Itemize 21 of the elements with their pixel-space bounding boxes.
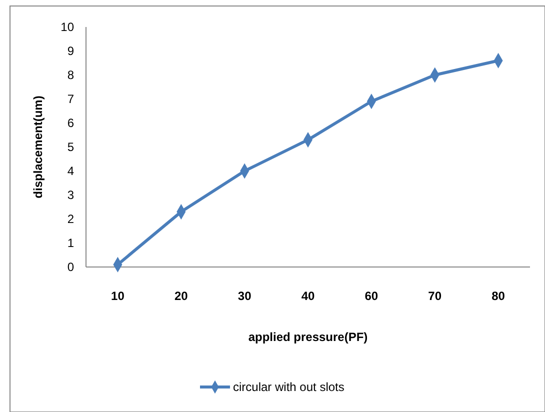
y-tick-label: 7 [67, 92, 74, 106]
y-tick-label: 2 [67, 212, 74, 226]
y-tick-label: 5 [67, 140, 74, 154]
y-tick-label: 8 [67, 68, 74, 82]
y-tick-label: 9 [67, 44, 74, 58]
x-tick-label: 30 [238, 289, 252, 303]
y-tick-label: 3 [67, 188, 74, 202]
x-tick-label: 40 [301, 289, 315, 303]
y-axis-title: displacement(um) [31, 96, 45, 198]
y-tick-label: 0 [67, 260, 74, 274]
y-tick-label: 10 [60, 20, 74, 34]
x-axis-title: applied pressure(PF) [248, 330, 368, 344]
x-tick-label: 20 [174, 289, 188, 303]
y-tick-label: 6 [67, 116, 74, 130]
y-tick-label: 4 [67, 164, 74, 178]
x-tick-label: 70 [428, 289, 442, 303]
x-tick-label: 80 [492, 289, 506, 303]
x-tick-label: 60 [364, 289, 378, 303]
y-tick-label: 1 [67, 236, 74, 250]
x-tick-label: 10 [111, 289, 125, 303]
legend-label: circular with out slots [233, 380, 344, 394]
